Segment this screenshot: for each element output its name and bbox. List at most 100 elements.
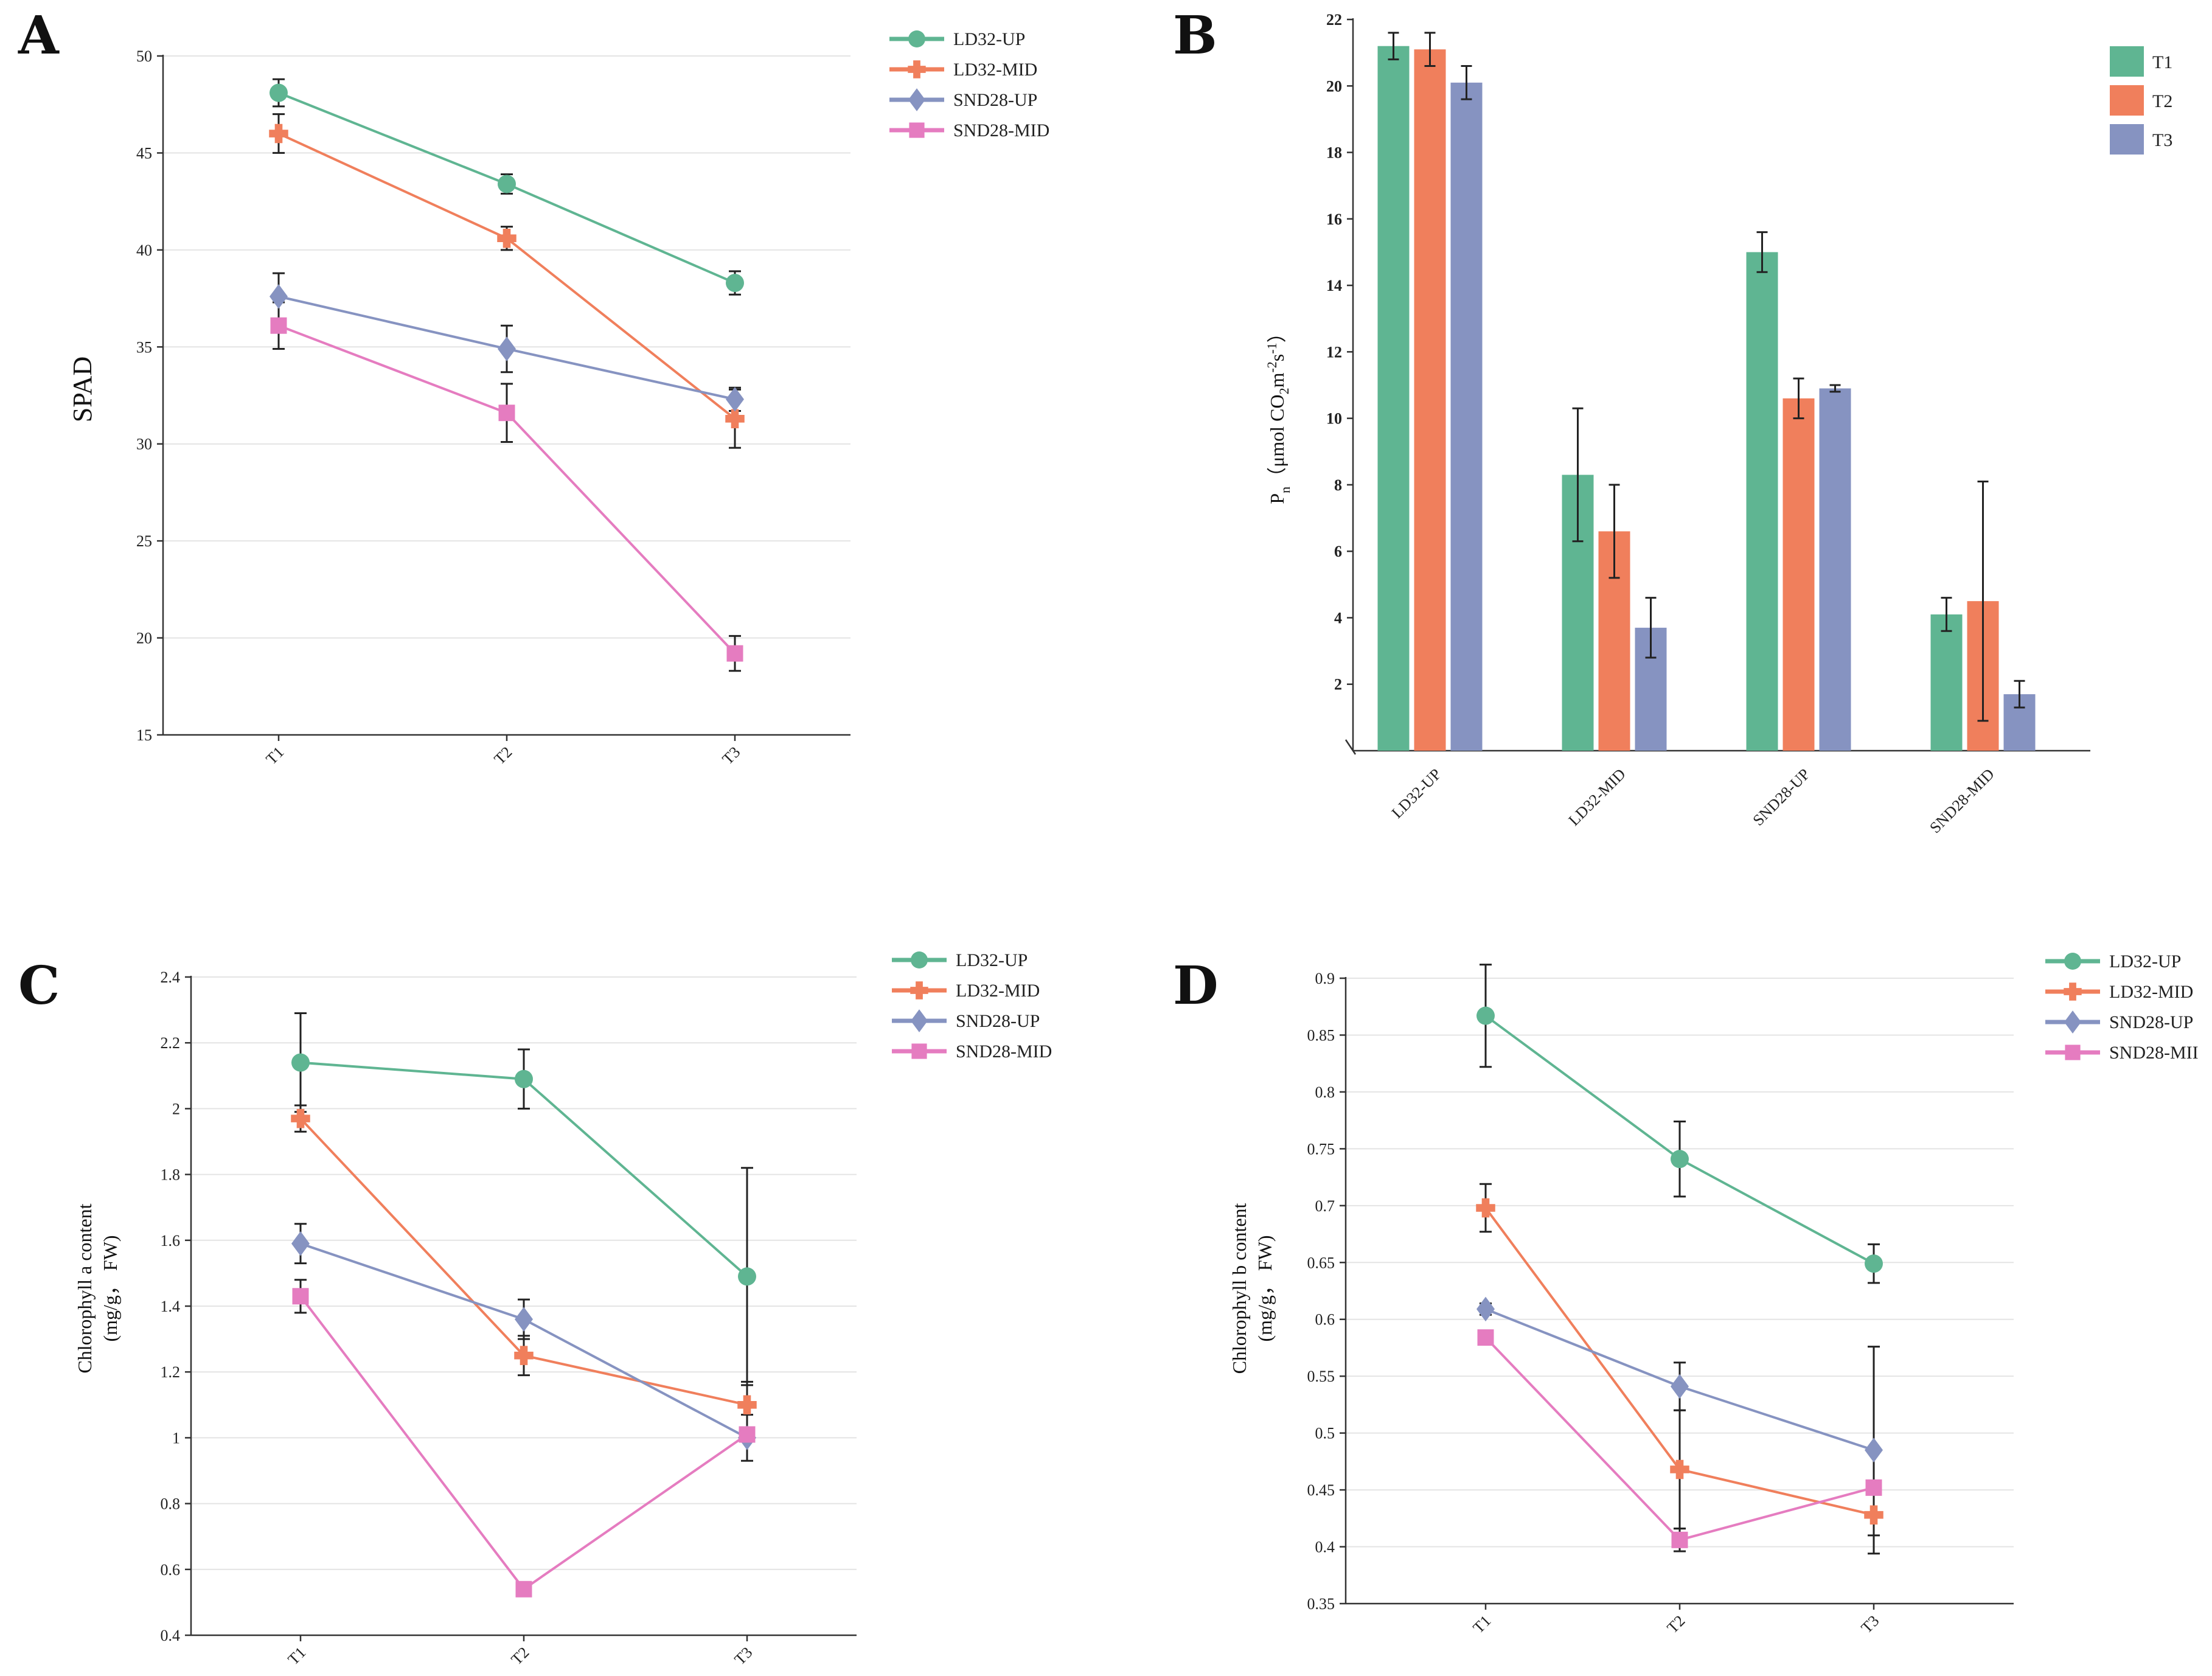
panel-d-ld32-mid-point [1670,1459,1689,1480]
panel-d-snd28-mid-point [1865,1479,1882,1496]
panel-a-legend-item: LD32-UP [889,29,1025,49]
panel-c-xtick-label-t3: T3 [731,1644,756,1669]
panel-b-legend-label: T2 [2152,91,2172,111]
panel-c-ytick-label: 1.8 [161,1166,181,1184]
panel-c-legend-snd28-up-icon [911,1009,928,1032]
panel-a-ylabel: SPAD [68,356,97,422]
panel-c-ytick-label: 2 [172,1100,180,1118]
panel-c-snd28-mid-point [515,1580,532,1598]
panel-b-legend-label: T1 [2152,52,2172,72]
panel-a-ytick-label: 40 [136,242,152,259]
panel-d-snd28-mid-point [1477,1329,1494,1346]
panel-b-ytick-label: 8 [1334,476,1342,494]
panel-c-snd28-up-point [515,1307,533,1332]
panel-c-ytick-label: 1 [172,1429,180,1447]
panel-a-legend-ld32-up-icon [908,30,925,47]
panel-c-legend-item: SND28-MID [892,1041,1052,1062]
panel-a-xtick-label-t1: T1 [263,743,288,768]
panel-b-ylabel: Pn（μmol CO2m-2s-1） [1264,323,1293,504]
panel-b-bar-snd28-mid-t1 [1930,614,1963,751]
panel-b-ytick-label: 10 [1326,410,1342,428]
panel-d-ytick-label: 0.85 [1307,1026,1335,1044]
panel-b-xtick-label: SND28-MID [1926,765,1998,837]
panel-a-snd28-up-point [270,284,288,309]
panel-a-chart: 15 20 25 30 35 40 45 50 T1 T2 T3 LD32-UP LD32-MID SND… [136,29,1049,768]
panel-b-bar-snd28-up-t3 [1819,388,1851,751]
panel-d-snd28-up-point [1865,1438,1883,1462]
panel-b-bar-ld32-up-t1 [1377,46,1410,751]
panel-c-ld32-mid-point [514,1346,534,1365]
panel-b-legend-swatch-t2 [2110,85,2144,116]
panel-a-ytick-label: 25 [136,532,152,550]
panel-a-legend-label: LD32-UP [953,29,1025,49]
panel-d-ytick-label: 0.7 [1315,1197,1335,1215]
panel-a-snd28-mid-point [498,405,515,422]
panel-c-legend-item: LD32-MID [892,981,1040,1001]
panel-a-ld32-up-point [498,175,516,193]
panel-d-snd28-mid-point [1671,1531,1688,1548]
panel-c-legend-snd28-mid-icon [911,1043,927,1059]
panel-d-chart: 0.35 0.4 0.45 0.5 0.55 0.6 0.65 0.7 0.75 0.8 0.85 0… [1307,951,2199,1636]
panel-d-legend-label: LD32-MID [2109,982,2193,1002]
panel-c-legend-item: SND28-UP [892,1009,1040,1032]
panel-d-ytick-label: 0.9 [1315,970,1335,987]
panel-c-legend-item: LD32-UP [892,950,1028,970]
panel-c-ytick-label: 2.4 [161,968,181,986]
panel-c-ylabel-line2: (mg/g， FW) [99,1235,121,1341]
panel-a-ld32-mid-point [725,409,745,429]
panel-b-ytick-label: 4 [1334,609,1342,627]
panel-a-ytick-label: 50 [136,47,152,65]
panel-a-ld32-mid-point [497,228,516,248]
panel-c-ytick-label: 0.8 [161,1495,181,1513]
panel-b-ytick-label: 12 [1326,343,1342,361]
panel-d-ytick-label: 0.4 [1315,1539,1335,1556]
panel-b-legend-item: T3 [2110,124,2172,155]
panel-b-ytick-label: 6 [1334,543,1342,560]
panel-a-ld32-up-point [270,83,288,102]
panel-b-ytick-label: 16 [1326,210,1342,228]
panel-b-ylabel-s: s [1266,354,1288,361]
panel-c-snd28-mid-point [739,1426,756,1443]
panel-c-chart: 0.4 0.6 0.8 1 1.2 1.4 1.6 1.8 2 2.2 2.4 T1 T2 T3 LD32-… [161,950,1052,1668]
panel-c-legend-label: LD32-UP [956,950,1028,970]
panel-a-legend-ld32-mid-icon [908,60,926,78]
panel-a-legend-label: SND28-UP [953,90,1037,110]
panel-d-ytick-label: 0.8 [1315,1083,1335,1101]
panel-a-legend-item: LD32-MID [889,60,1037,80]
panel-d-ytick-label: 0.35 [1307,1595,1335,1613]
panel-a-legend-snd28-up-icon [908,88,925,111]
panel-b-ytick-label: 18 [1326,144,1342,162]
panel-b-ylabel-rest: （μmol CO [1266,394,1288,486]
panel-c-ld32-mid-point [737,1395,757,1415]
panel-c-ytick-label: 0.6 [161,1561,181,1579]
panel-b-legend-item: T2 [2110,85,2172,116]
panel-d-xtick-label-t2: T2 [1664,1612,1689,1637]
panel-b-ytick-label: 22 [1326,11,1342,29]
panel-c-ytick-label: 1.4 [161,1298,181,1315]
panel-a-snd28-mid-point [270,317,287,334]
panel-b-bar-snd28-up-t1 [1746,252,1778,751]
panel-c-ld32-up-point [738,1267,756,1286]
panel-a-ytick-label: 45 [136,144,152,162]
panel-b-ylabel-sup2: -1 [1264,343,1279,353]
panel-d-snd28-up-point [1671,1374,1689,1399]
panel-b-ylabel-sub: n [1278,487,1293,493]
panel-a-legend-item: SND28-UP [889,88,1037,111]
panel-d-legend-snd28-up-icon [2064,1010,2081,1034]
panel-c-ytick-label: 1.2 [161,1363,181,1381]
panel-a-snd28-up-point [726,387,744,412]
panel-d-ytick-label: 0.75 [1307,1140,1335,1158]
panel-d-ld32-mid-point [1864,1505,1883,1525]
panel-c-ld32-up-point [515,1069,533,1088]
panel-b-xtick-label: LD32-MID [1565,765,1629,829]
panel-d-ylabel-line2: (mg/g， FW) [1254,1235,1276,1341]
panel-a-ld32-mid-point [269,123,288,144]
panel-b-ytick-label: 2 [1334,676,1342,694]
panel-a-ld32-up-point [726,274,744,293]
panel-b-legend-swatch-t3 [2110,124,2144,155]
panel-d-legend-item: SND28-UP [2045,1010,2193,1034]
panel-d-xtick-label-t3: T3 [1858,1612,1883,1637]
panel-d-ld32-mid-point [1476,1198,1495,1218]
panel-letter-b: B [1173,5,1217,66]
